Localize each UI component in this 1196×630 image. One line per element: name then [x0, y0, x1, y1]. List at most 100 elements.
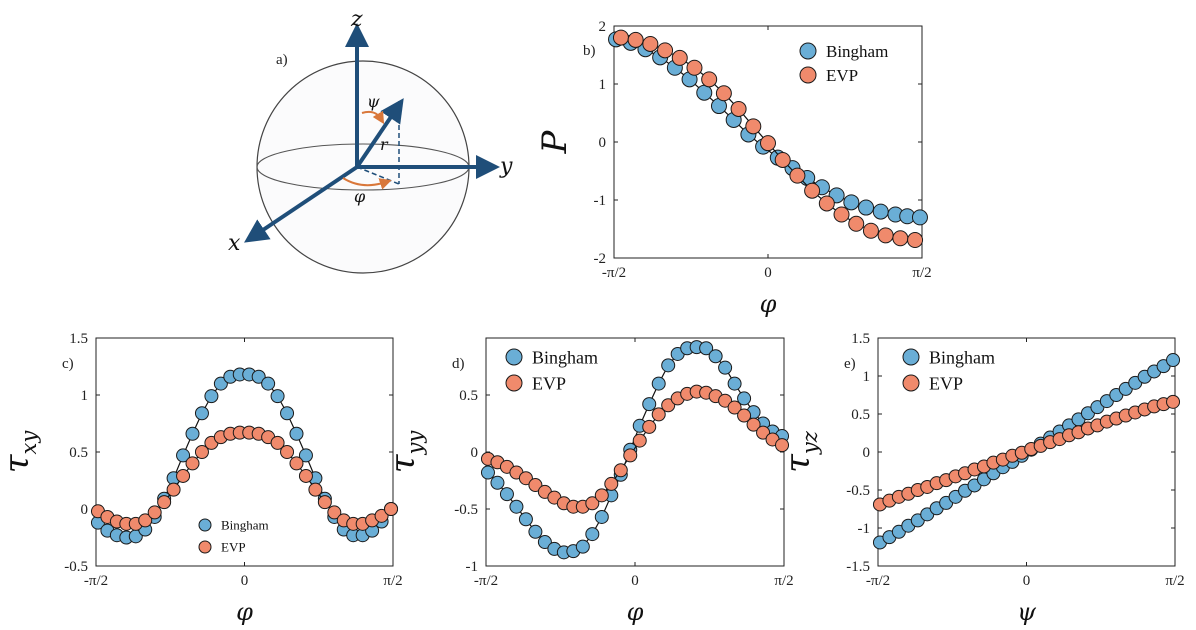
data-point-bingham — [727, 376, 742, 391]
x-tick-label: 0 — [1023, 573, 1031, 589]
x-tick-label: -π/2 — [602, 265, 626, 281]
x-axis-label: φ — [760, 290, 777, 318]
data-point-evp — [280, 445, 295, 459]
panel-b-chart: -π/2 0 π/2 -2 -1 0 1 2b) φ P Bingham EVP — [535, 19, 932, 318]
r-label: r — [380, 135, 389, 154]
x-tick-label: -π/2 — [866, 573, 890, 589]
data-point-evp — [745, 118, 762, 135]
x-axis-label: x — [228, 231, 241, 256]
y-axis-label-sub: yy — [403, 430, 427, 456]
y-tick-label: 0.5 — [459, 388, 478, 404]
x-axis-label: φ — [627, 598, 644, 626]
data-point-evp — [661, 398, 676, 413]
legend-label-evp: EVP — [221, 540, 246, 555]
data-point-evp — [774, 151, 791, 168]
y-tick-label: 1 — [863, 369, 871, 385]
data-point-bingham — [911, 209, 928, 226]
data-point-evp — [289, 456, 304, 471]
data-point-bingham — [185, 426, 200, 441]
data-point-bingham — [490, 475, 505, 490]
data-point-evp — [612, 29, 629, 46]
data-point-evp — [718, 393, 733, 408]
data-point-evp — [298, 468, 313, 483]
data-point-bingham — [651, 376, 666, 391]
x-tick-label: π/2 — [1165, 573, 1184, 589]
data-point-bingham — [251, 369, 266, 384]
y-tick-label: -0.5 — [846, 483, 870, 499]
data-point-bingham — [280, 406, 295, 421]
legend-label-evp: EVP — [826, 66, 858, 85]
data-point-evp — [138, 513, 153, 528]
y-tick-label: 1 — [81, 388, 89, 404]
x-axis-label: φ — [236, 598, 253, 626]
data-point-bingham — [480, 465, 495, 480]
x-tick-label: π/2 — [774, 573, 793, 589]
legend-label-evp: EVP — [929, 373, 963, 393]
y-tick-label: 0.5 — [69, 445, 88, 461]
psi-angle-arc — [361, 110, 385, 125]
y-tick-label: -1.5 — [846, 559, 870, 575]
y-tick-label: 0 — [81, 502, 89, 518]
data-point-bingham — [708, 349, 723, 364]
data-point-evp — [632, 433, 647, 448]
y-tick-label: -0.5 — [454, 502, 478, 518]
data-point-evp — [308, 482, 323, 497]
y-tick-label: -2 — [594, 251, 607, 267]
x-tick-label: 0 — [764, 265, 772, 281]
data-point-evp — [642, 35, 659, 52]
data-point-bingham — [594, 509, 609, 524]
data-point-evp — [862, 222, 879, 239]
y-axis-label-main: τ — [0, 453, 37, 473]
x-tick-label: π/2 — [912, 265, 931, 281]
data-point-evp — [715, 85, 732, 102]
data-point-evp — [877, 227, 894, 244]
panel-label-e: e) — [844, 356, 856, 372]
x-axis-label: ψ — [1017, 598, 1037, 626]
legend-label-bingham: Bingham — [221, 518, 269, 533]
x-tick-label: π/2 — [383, 573, 402, 589]
data-point-bingham — [509, 499, 524, 514]
y-tick-label: -1 — [466, 559, 479, 575]
z-axis-label: z — [350, 7, 363, 32]
panel-e-chart: -π/2 0 π/2 -1.5 -1 -0.5 0 0.5 1 1.5 e) ψ τyz Bingham E… — [778, 331, 1185, 626]
x-tick-label: 0 — [631, 573, 639, 589]
legend-marker-evp — [799, 66, 817, 84]
data-point-bingham — [696, 84, 713, 101]
data-point-evp — [746, 417, 761, 432]
data-point-bingham — [843, 194, 860, 211]
y-tick-label: -1 — [594, 193, 607, 209]
y-axis-label-sub: yz — [798, 430, 822, 455]
data-point-evp — [892, 230, 909, 247]
data-point-bingham — [661, 358, 676, 373]
data-point-evp — [627, 31, 644, 48]
data-point-bingham — [204, 389, 219, 404]
y-tick-label: 0.5 — [851, 407, 870, 423]
panel-d-chart: -π/2 0 π/2 -1 -0.5 0 0.5 d) φ τyy Bingham EVP — [383, 337, 794, 626]
y-axis-label-sub: xy — [17, 430, 41, 455]
data-point-evp — [147, 505, 162, 520]
legend-label-evp: EVP — [532, 373, 566, 393]
panel-label-b: b) — [583, 43, 596, 59]
data-point-bingham — [270, 389, 285, 404]
y-tick-label: 1.5 — [851, 331, 870, 347]
data-point-evp — [737, 408, 752, 423]
data-point-evp — [756, 425, 771, 440]
data-point-evp — [317, 495, 332, 510]
data-point-evp — [651, 407, 666, 422]
y-axis-label: τxy — [0, 430, 41, 474]
data-point-bingham — [585, 527, 600, 542]
data-point-bingham — [718, 360, 733, 375]
data-point-evp — [727, 400, 742, 415]
legend-label-bingham: Bingham — [929, 347, 995, 367]
y-axis-label: y — [499, 154, 513, 179]
data-point-evp — [518, 471, 533, 486]
data-point-bingham — [261, 376, 276, 391]
data-point-bingham — [528, 524, 543, 539]
legend-marker-bingham — [198, 518, 212, 532]
data-point-evp — [730, 100, 747, 117]
r-vector-arrow — [355, 98, 404, 169]
data-point-bingham — [298, 448, 313, 463]
phi-angle-arc — [342, 177, 392, 190]
data-point-evp — [585, 496, 600, 511]
